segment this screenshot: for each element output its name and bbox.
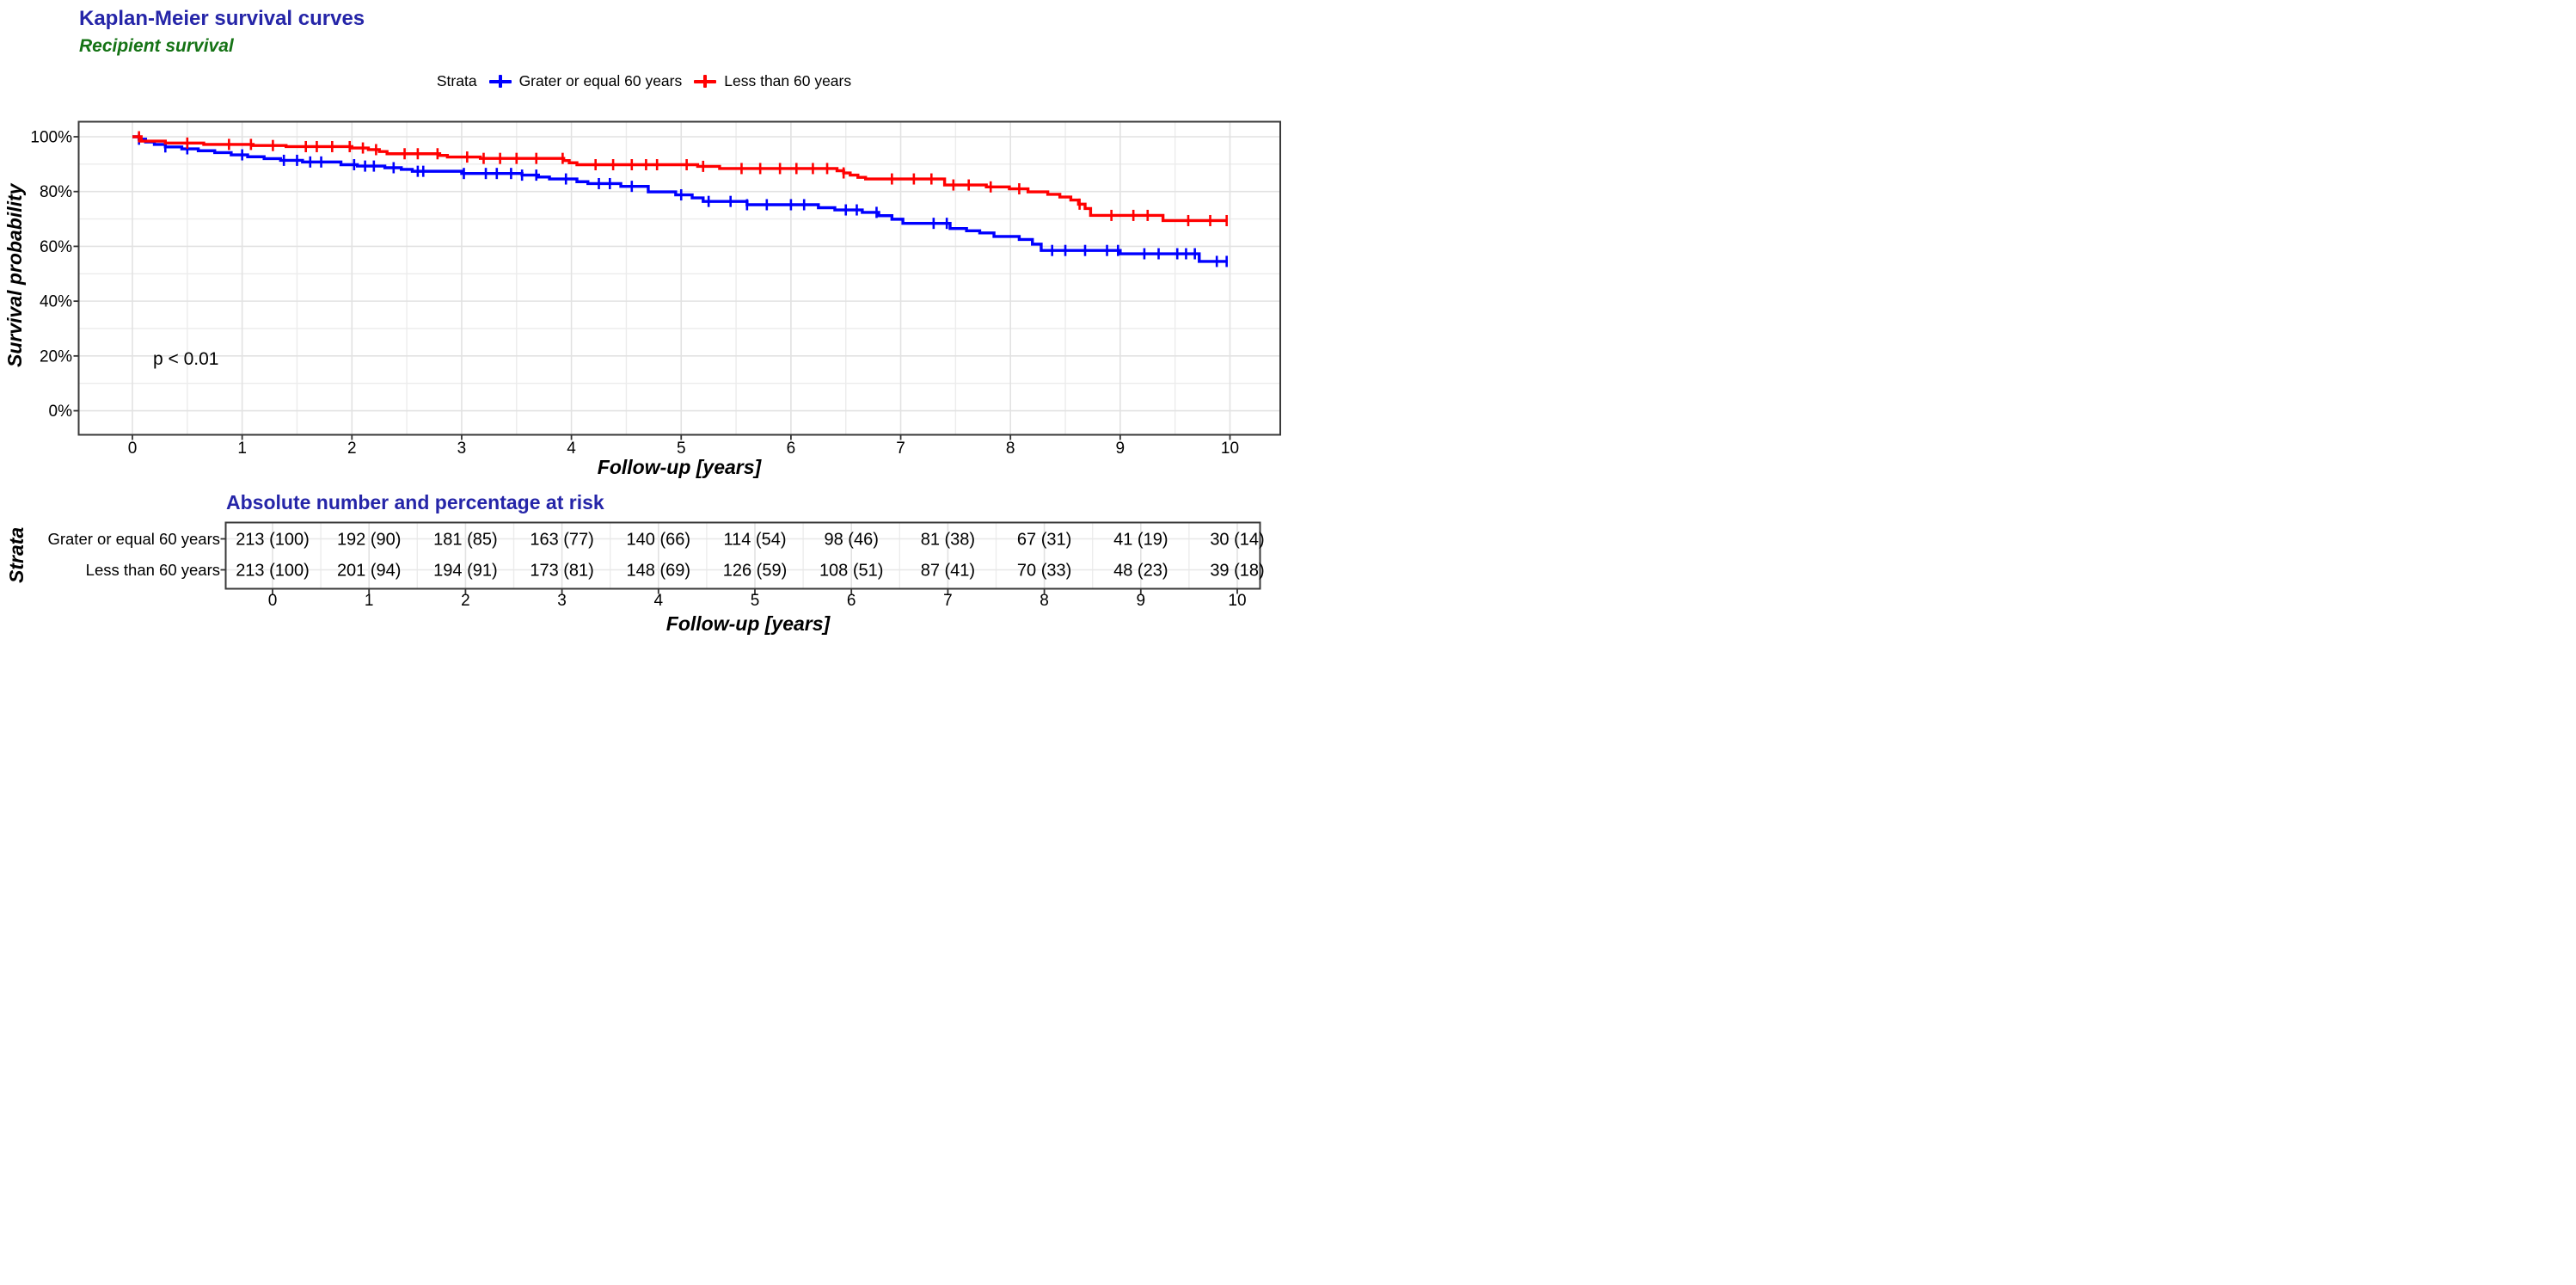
svg-text:4: 4 (654, 592, 664, 610)
svg-text:10: 10 (1228, 592, 1246, 610)
svg-text:8: 8 (1040, 592, 1049, 610)
svg-text:8: 8 (1006, 440, 1015, 458)
svg-text:41 (19): 41 (19) (1113, 531, 1168, 550)
svg-text:60%: 60% (40, 238, 72, 256)
svg-text:40%: 40% (40, 293, 72, 311)
svg-text:5: 5 (677, 440, 686, 458)
svg-text:67 (31): 67 (31) (1017, 531, 1071, 550)
svg-text:20%: 20% (40, 347, 72, 366)
svg-text:192 (90): 192 (90) (337, 531, 402, 550)
svg-text:173 (81): 173 (81) (530, 562, 594, 581)
svg-text:3: 3 (457, 440, 467, 458)
svg-text:100%: 100% (30, 129, 72, 147)
svg-text:6: 6 (787, 440, 796, 458)
svg-text:48 (23): 48 (23) (1113, 562, 1168, 581)
legend-item-lt60: Less than 60 years (694, 72, 851, 90)
svg-text:6: 6 (847, 592, 856, 610)
svg-text:2: 2 (347, 440, 357, 458)
svg-text:9: 9 (1137, 592, 1146, 610)
svg-text:148 (69): 148 (69) (627, 562, 691, 581)
svg-text:81 (38): 81 (38) (921, 531, 975, 550)
svg-text:7: 7 (943, 592, 953, 610)
svg-text:30 (14): 30 (14) (1210, 531, 1264, 550)
svg-text:140 (66): 140 (66) (627, 531, 691, 550)
svg-text:201 (94): 201 (94) (337, 562, 402, 581)
legend-item-label: Less than 60 years (724, 72, 852, 89)
svg-text:114 (54): 114 (54) (723, 531, 786, 550)
svg-text:2: 2 (461, 592, 470, 610)
risk-row-label-ge60: Grater or equal 60 years (47, 530, 220, 548)
svg-text:181 (85): 181 (85) (433, 531, 498, 550)
svg-text:3: 3 (557, 592, 567, 610)
legend: Strata Grater or equal 60 years Less tha… (0, 72, 1288, 90)
svg-text:87 (41): 87 (41) (921, 562, 975, 581)
risk-table-title: Absolute number and percentage at risk (226, 491, 604, 513)
km-figure: 0% 20% 40% 60% 80% 100% 0 1 2 3 4 5 6 7 8 9 10 0 1 2 3 4 5 6 7 8 9… (0, 0, 1288, 642)
km-plus-marker-blue-icon (488, 75, 512, 88)
svg-text:213 (100): 213 (100) (236, 562, 310, 581)
legend-item-ge60: Grater or equal 60 years (488, 72, 683, 90)
svg-text:5: 5 (751, 592, 760, 610)
x-axis-title: Follow-up [years] (597, 456, 762, 478)
km-plot-canvas: 0% 20% 40% 60% 80% 100% 0 1 2 3 4 5 6 7 8 9 10 0 1 2 3 4 5 6 7 8 9… (30, 120, 1281, 610)
svg-text:108 (51): 108 (51) (819, 562, 884, 581)
legend-item-label: Grater or equal 60 years (518, 72, 683, 89)
y-axis-title: Survival probability (3, 183, 26, 367)
risk-table-x-axis-title: Follow-up [years] (665, 612, 831, 635)
svg-text:126 (59): 126 (59) (723, 562, 788, 581)
svg-text:1: 1 (365, 592, 374, 610)
risk-table-strata-axis-title: Strata (5, 526, 28, 583)
svg-text:4: 4 (567, 440, 576, 458)
svg-text:70 (33): 70 (33) (1017, 562, 1071, 581)
svg-text:39 (18): 39 (18) (1210, 562, 1264, 581)
p-value-annotation: p < 0.01 (153, 349, 219, 369)
legend-title: Strata (436, 72, 477, 89)
svg-text:194 (91): 194 (91) (433, 562, 498, 581)
km-plus-marker-red-icon (694, 75, 717, 88)
svg-text:10: 10 (1221, 440, 1239, 458)
svg-text:163 (77): 163 (77) (530, 531, 594, 550)
svg-text:213 (100): 213 (100) (236, 531, 310, 550)
svg-text:9: 9 (1116, 440, 1125, 458)
svg-text:0: 0 (268, 592, 278, 610)
svg-text:98 (46): 98 (46) (825, 531, 879, 550)
svg-text:7: 7 (896, 440, 905, 458)
risk-row-label-lt60: Less than 60 years (85, 561, 220, 579)
figure-subtitle: Recipient survival (79, 36, 234, 56)
svg-text:0%: 0% (49, 403, 73, 421)
svg-text:1: 1 (237, 440, 247, 458)
svg-text:80%: 80% (40, 183, 72, 201)
figure-title: Kaplan-Meier survival curves (79, 7, 365, 30)
svg-text:0: 0 (128, 440, 138, 458)
